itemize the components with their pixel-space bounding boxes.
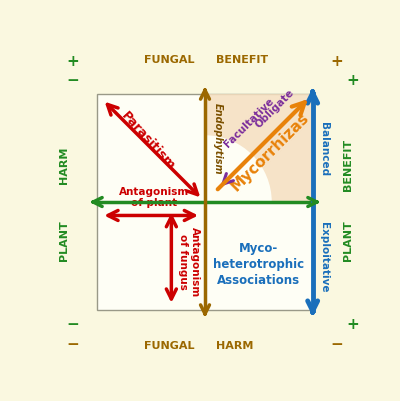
- Text: Mycorrhizas: Mycorrhizas: [228, 109, 312, 193]
- Text: Antagonism
of plant: Antagonism of plant: [119, 186, 189, 208]
- Bar: [97, 95, 313, 310]
- Text: Exploitative: Exploitative: [319, 221, 329, 292]
- Text: +: +: [347, 316, 360, 331]
- Text: Endophytism: Endophytism: [212, 102, 222, 174]
- Text: Facultative: Facultative: [223, 95, 276, 149]
- Text: +: +: [347, 73, 360, 88]
- Text: BENEFIT: BENEFIT: [343, 139, 353, 191]
- Text: −: −: [67, 73, 80, 88]
- Bar: [205, 95, 313, 203]
- Text: HARM: HARM: [216, 340, 253, 350]
- Text: Antagonism
of fungus: Antagonism of fungus: [178, 227, 200, 297]
- Text: +: +: [330, 54, 343, 69]
- Text: Obligate: Obligate: [254, 87, 296, 130]
- Text: FUNGAL: FUNGAL: [144, 55, 194, 65]
- Wedge shape: [205, 136, 272, 203]
- Text: HARM: HARM: [59, 146, 69, 184]
- Text: +: +: [67, 54, 80, 69]
- Text: BENEFIT: BENEFIT: [216, 55, 268, 65]
- Text: −: −: [67, 336, 80, 351]
- Text: −: −: [67, 316, 80, 331]
- Text: PLANT: PLANT: [343, 220, 353, 260]
- Text: Balanced: Balanced: [319, 122, 329, 176]
- Text: Myco-
heterotrophic
Associations: Myco- heterotrophic Associations: [213, 242, 304, 287]
- Text: FUNGAL: FUNGAL: [144, 340, 194, 350]
- Text: Parasitism: Parasitism: [119, 109, 178, 172]
- Text: −: −: [330, 336, 343, 351]
- Text: PLANT: PLANT: [59, 220, 69, 260]
